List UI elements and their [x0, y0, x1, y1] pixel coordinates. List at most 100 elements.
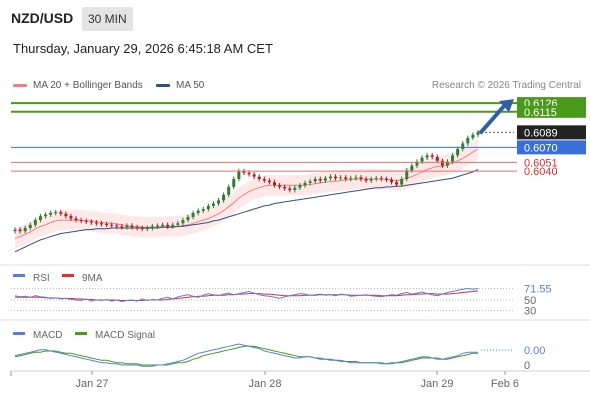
candle-body — [217, 200, 221, 204]
candle-body — [242, 171, 246, 173]
candle-body — [471, 134, 475, 138]
rsi-line — [14, 287, 479, 303]
candle-body — [328, 176, 332, 179]
candle-body — [252, 174, 256, 177]
candle-body — [211, 203, 215, 206]
candle-body — [456, 148, 460, 156]
candle-body — [267, 180, 271, 183]
candle-body — [247, 172, 251, 175]
macd-legend-swatch — [13, 332, 25, 335]
candle-body — [395, 182, 399, 185]
candle-body — [176, 223, 180, 225]
ma20-swatch — [13, 83, 27, 87]
macd-signal-line — [14, 345, 478, 366]
candle-body — [415, 161, 419, 166]
candle-body — [400, 179, 404, 185]
candle-body — [390, 179, 394, 183]
candle-body — [430, 155, 434, 157]
time-tick-label: Feb 6 — [491, 378, 519, 390]
candle-body — [420, 157, 424, 162]
candle-body — [461, 143, 465, 149]
candle-body — [18, 229, 22, 232]
candle-body — [64, 213, 68, 217]
macd-panel: MACD MACD Signal 0.00 0 — [13, 330, 545, 372]
candle-body — [110, 224, 114, 226]
candle-body — [476, 132, 480, 135]
rsi-ma-legend-swatch — [62, 274, 74, 277]
rsi-level-label: 50 — [524, 295, 536, 307]
candle-body — [206, 205, 210, 210]
candle-body — [38, 216, 42, 221]
timeframe-selector[interactable]: 30 MIN — [82, 7, 133, 31]
candle-body — [288, 188, 292, 191]
time-tick-label: Jan 29 — [420, 378, 453, 390]
candle-body — [405, 170, 409, 179]
rsi-legend-swatch — [13, 274, 25, 277]
candle-body — [425, 155, 429, 158]
candle-body — [135, 227, 139, 229]
rsi-level-label: 30 — [524, 306, 536, 318]
candle-body — [13, 229, 17, 232]
candle-body — [44, 214, 48, 217]
candle-body — [186, 216, 190, 221]
candle-body — [445, 161, 449, 166]
macd-line — [14, 343, 478, 367]
support-label: 0.6051 — [524, 157, 558, 169]
candle-body — [349, 178, 353, 180]
last-price-label: 0.6089 — [524, 127, 558, 139]
candle-body — [59, 212, 63, 214]
candle-body — [69, 216, 73, 219]
candle-body — [79, 220, 83, 222]
candle-body — [120, 226, 124, 228]
candle-body — [140, 228, 144, 230]
candle-body — [115, 225, 119, 227]
instrument-title: NZD/USD — [11, 10, 74, 26]
candle-body — [232, 179, 236, 187]
rsi-legend-label: RSI — [33, 273, 50, 284]
time-tick-label: Jan 27 — [75, 378, 108, 390]
candle-body — [451, 155, 455, 162]
legend-ma50: MA 50 — [156, 80, 204, 91]
macd-signal-legend-label: MACD Signal — [95, 330, 155, 341]
macd-last-label: 0.00 — [524, 345, 545, 357]
research-credit: Research © 2026 Trading Central — [431, 80, 581, 91]
pivot-badge — [517, 140, 586, 155]
candle-body — [161, 224, 165, 226]
time-tick-label: Jan 28 — [248, 378, 281, 390]
time-axis: Jan 27 Jan 28 Jan 29 Feb 6 — [10, 370, 590, 390]
candle-body — [196, 210, 200, 213]
candle-body — [308, 181, 312, 183]
candle-body — [410, 165, 414, 171]
candle-body — [374, 178, 378, 180]
candle-body — [84, 220, 88, 222]
candle-body — [74, 218, 78, 221]
candle-body — [435, 156, 439, 161]
candle-body — [227, 186, 231, 195]
candle-body — [334, 176, 338, 179]
candle-body — [89, 221, 93, 223]
candle-body — [440, 160, 444, 166]
candle-body — [364, 179, 368, 181]
candle-body — [181, 220, 185, 224]
candle-body — [99, 223, 103, 225]
legend-ma20-label: MA 20 + Bollinger Bands — [33, 80, 143, 91]
resistance-label: 0.6115 — [524, 107, 557, 119]
candle-body — [94, 222, 98, 224]
candle-body — [191, 212, 195, 217]
candle-body — [237, 171, 241, 179]
legend-ma20-bb: MA 20 + Bollinger Bands — [13, 80, 143, 91]
macd-zero-label: 0 — [524, 360, 530, 372]
candle-body — [155, 225, 159, 227]
candle-body — [344, 177, 348, 179]
projection-arrowhead — [499, 99, 514, 113]
candle-body — [298, 185, 302, 188]
candle-body — [318, 179, 322, 181]
candle-body — [257, 176, 261, 179]
macd-signal-legend-swatch — [75, 332, 87, 335]
candle-body — [262, 179, 266, 181]
candle-body — [171, 224, 175, 227]
candle-body — [54, 212, 58, 214]
timestamp: Thursday, January 29, 2026 6:45:18 AM CE… — [13, 41, 273, 56]
